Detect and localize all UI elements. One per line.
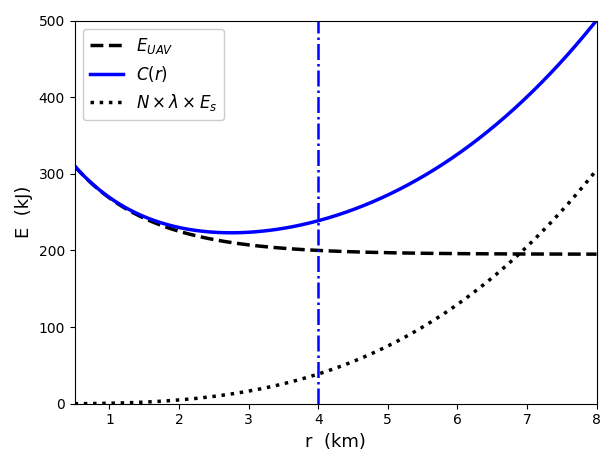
Line: $C(r)$: $C(r)$: [75, 21, 596, 233]
$E_{UAV}$: [124, 207, 132, 212]
$C(r)$: [593, 18, 600, 23]
$N \times \lambda \times E_s$: [593, 167, 600, 173]
$C(r)$: [430, 167, 437, 173]
$C(r)$: [283, 225, 290, 231]
X-axis label: r  (km): r (km): [305, 433, 366, 451]
$E_{UAV}$: [429, 251, 437, 256]
$N \times \lambda \times E_s$: [282, 380, 290, 386]
$N \times \lambda \times E_s$: [124, 400, 132, 405]
$E_{UAV}$: [282, 246, 290, 251]
$C(r)$: [488, 125, 495, 131]
$C(r)$: [71, 163, 78, 169]
Legend: $E_{UAV}$, $C(r)$, $N \times \lambda \times E_s$: $E_{UAV}$, $C(r)$, $N \times \lambda \ti…: [83, 29, 224, 120]
$E_{UAV}$: [71, 163, 78, 169]
$C(r)$: [228, 230, 235, 236]
$E_{UAV}$: [478, 251, 485, 257]
Line: $E_{UAV}$: $E_{UAV}$: [75, 166, 596, 254]
$C(r)$: [124, 206, 132, 212]
Y-axis label: E  (kJ): E (kJ): [15, 186, 33, 238]
$C(r)$: [479, 133, 486, 139]
$E_{UAV}$: [301, 247, 308, 253]
$N \times \lambda \times E_s$: [71, 401, 78, 406]
$N \times \lambda \times E_s$: [487, 276, 495, 281]
$N \times \lambda \times E_s$: [301, 376, 308, 381]
$E_{UAV}$: [487, 251, 495, 257]
$E_{UAV}$: [593, 251, 600, 257]
$C(r)$: [301, 221, 309, 227]
Line: $N \times \lambda \times E_s$: $N \times \lambda \times E_s$: [75, 170, 596, 404]
$N \times \lambda \times E_s$: [478, 283, 485, 289]
$N \times \lambda \times E_s$: [429, 318, 437, 323]
